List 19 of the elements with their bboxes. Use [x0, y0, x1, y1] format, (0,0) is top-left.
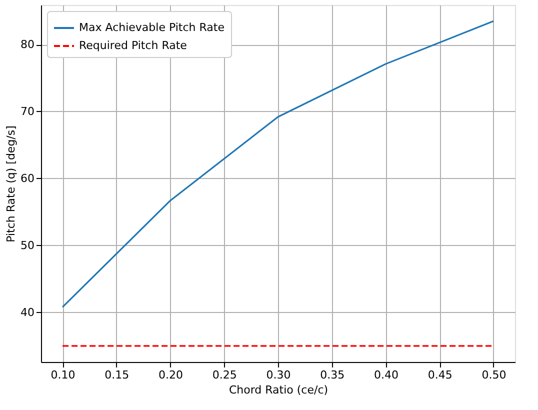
- legend-label: Required Pitch Rate: [79, 39, 188, 52]
- x-tick-label: 0.10: [50, 368, 76, 382]
- y-tick-label: 40: [20, 306, 34, 319]
- legend-label: Max Achievable Pitch Rate: [79, 21, 225, 34]
- x-tick-label: 0.40: [374, 368, 398, 382]
- x-tick-label: 0.15: [104, 368, 130, 382]
- y-tick-label: 60: [20, 172, 34, 185]
- x-tick-label: 0.45: [428, 368, 452, 382]
- y-tick-label: 70: [20, 104, 34, 118]
- x-tick-label: 0.20: [158, 368, 184, 382]
- y-axis-title: Pitch Rate (q) [deg/s]: [4, 126, 18, 242]
- x-tick-label: 0.35: [320, 368, 345, 382]
- x-tick-label: 0.25: [212, 368, 237, 382]
- y-tick-label: 50: [20, 238, 34, 252]
- x-axis-title: Chord Ratio (ce/c): [228, 384, 328, 396]
- y-tick-label: 80: [20, 38, 34, 52]
- x-tick-label: 0.50: [482, 368, 506, 382]
- x-tick-label: 0.30: [266, 368, 291, 382]
- line-series: [62, 20, 494, 308]
